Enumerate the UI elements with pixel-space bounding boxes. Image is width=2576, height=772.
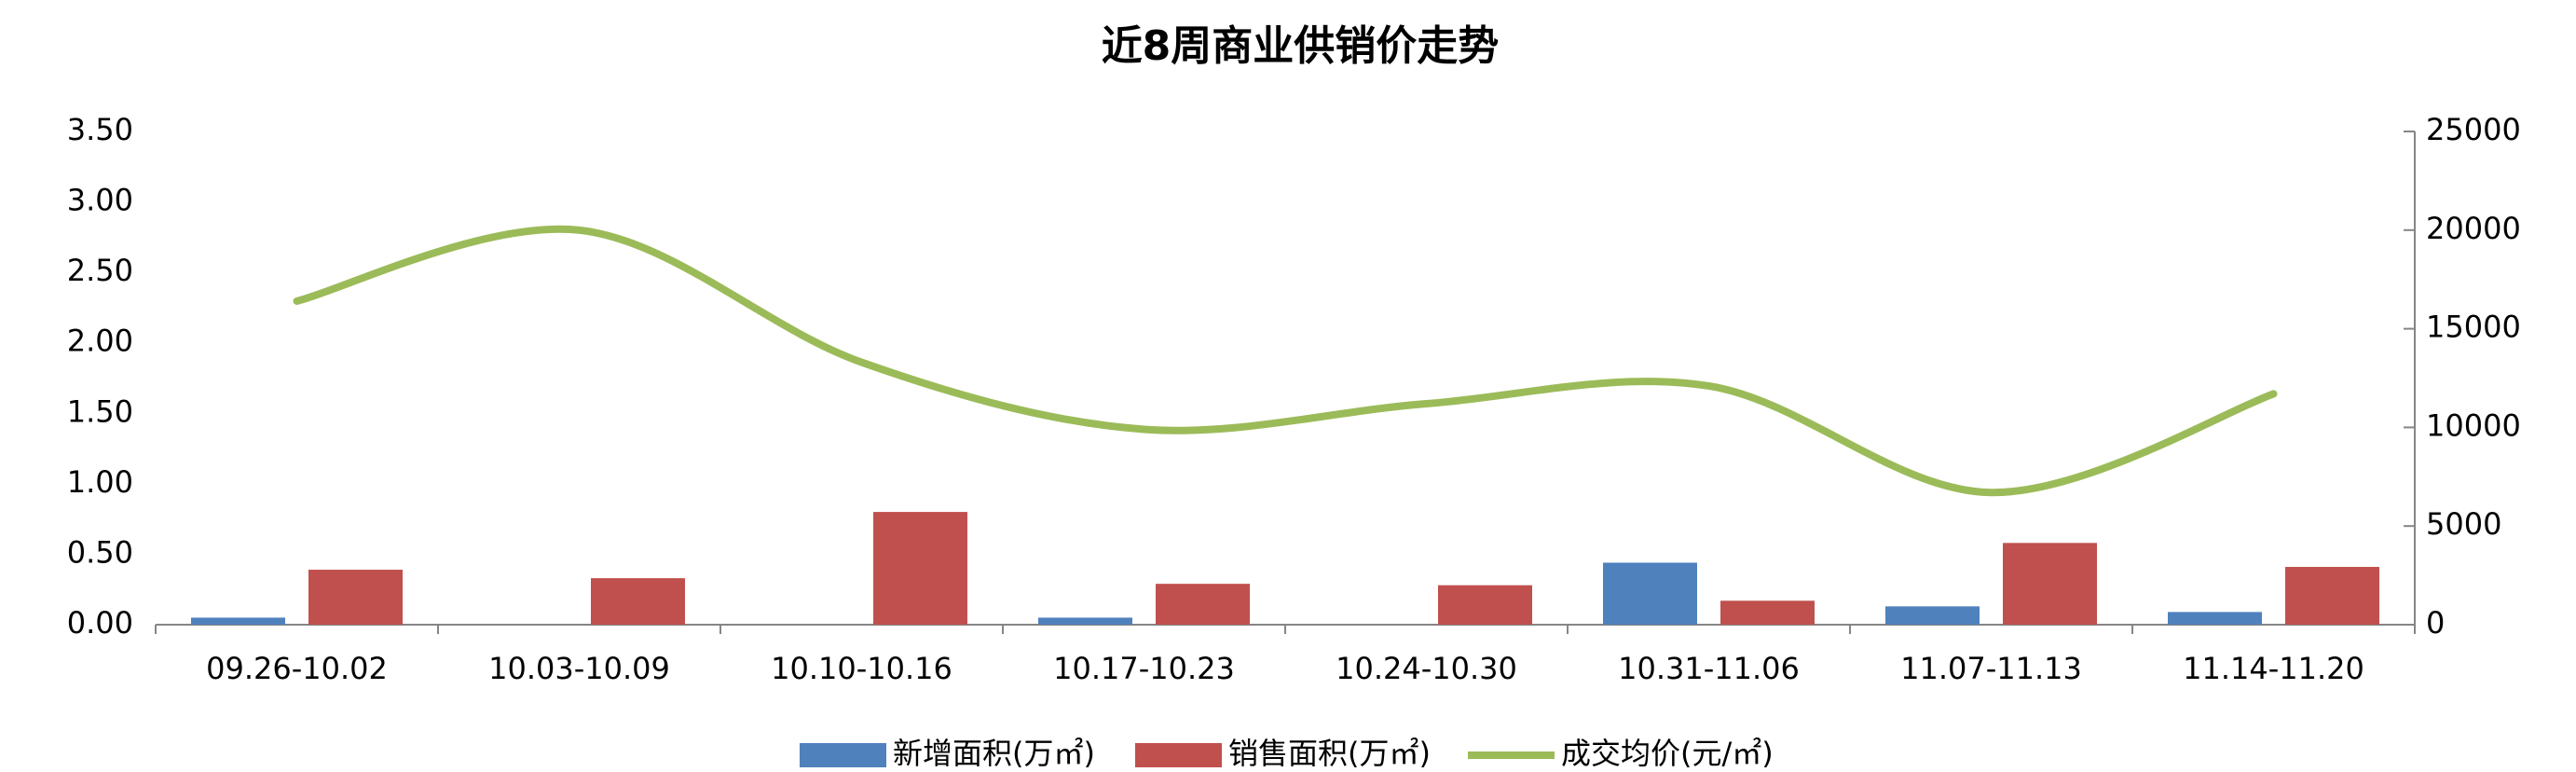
bar (873, 512, 967, 625)
x-tick-label: 10.10-10.16 (771, 651, 952, 686)
bar (191, 617, 285, 625)
x-tick-label: 10.31-11.06 (1618, 651, 1800, 686)
bar (1885, 606, 1980, 625)
y2-tick-label: 20000 (2426, 211, 2521, 246)
bar (1720, 600, 1815, 625)
y-tick-label: 3.00 (67, 183, 133, 218)
y-tick-label: 0.00 (67, 605, 133, 641)
y2-tick-label: 5000 (2426, 506, 2501, 542)
y-tick-label: 1.00 (67, 464, 133, 500)
bar (1156, 584, 1250, 625)
x-tick-label: 10.24-10.30 (1336, 651, 1517, 686)
bar (591, 578, 685, 625)
y-tick-label: 2.50 (67, 253, 133, 288)
y-tick-label: 0.50 (67, 534, 133, 570)
y2-tick-label: 0 (2426, 605, 2445, 641)
bar (2168, 612, 2262, 625)
chart-title: 近8周商业供销价走势 (1102, 22, 1500, 70)
bar (2003, 543, 2097, 625)
legend-label: 新增面积(万㎡) (893, 736, 1095, 771)
y-tick-label: 1.50 (67, 393, 133, 429)
y2-tick-label: 10000 (2426, 407, 2521, 443)
y2-tick-label: 25000 (2426, 112, 2521, 147)
legend-label: 成交均价(元/㎡) (1561, 736, 1774, 771)
bar (1438, 585, 1532, 625)
y-tick-label: 3.50 (67, 112, 133, 147)
y-tick-label: 2.00 (67, 324, 133, 359)
bar (1038, 617, 1132, 625)
legend-swatch (1135, 743, 1222, 767)
x-tick-label: 09.26-10.02 (206, 651, 388, 686)
x-tick-label: 11.07-11.13 (1900, 651, 2082, 686)
bar (1603, 562, 1697, 625)
legend-swatch (800, 743, 886, 767)
x-tick-label: 10.17-10.23 (1053, 651, 1235, 686)
x-tick-label: 10.03-10.09 (488, 651, 670, 686)
y2-tick-label: 15000 (2426, 310, 2521, 345)
bar (308, 570, 403, 625)
x-tick-label: 11.14-11.20 (2183, 651, 2364, 686)
bar (2285, 567, 2379, 625)
legend-label: 销售面积(万㎡) (1228, 736, 1431, 771)
line (293, 225, 2278, 497)
